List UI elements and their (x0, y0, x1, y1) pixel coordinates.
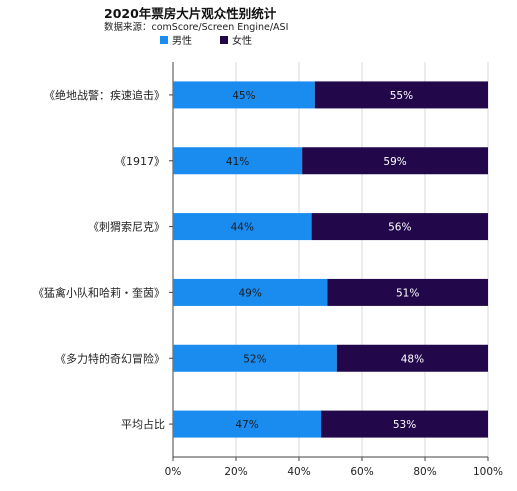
bar-female (321, 410, 488, 438)
legend-label-male: 男性 (172, 36, 192, 47)
legend-item-male: 男性 (160, 32, 192, 47)
chart-title: 2020年票房大片观众性别统计 (104, 6, 277, 21)
data-label: 53% (393, 419, 416, 431)
bar-female (302, 147, 488, 175)
x-tick-label: 0% (165, 466, 182, 478)
chart-subtitle: 数据来源：comScore/Screen Engine/ASI (104, 22, 289, 33)
bar-male (173, 410, 322, 438)
legend-swatch-female (220, 35, 228, 44)
legend-item-female: 女性 (220, 32, 252, 47)
data-label: 45% (232, 90, 255, 102)
data-label: 55% (390, 90, 413, 102)
bar-female (327, 278, 488, 306)
x-tick-label: 40% (287, 466, 310, 478)
bar-male (173, 81, 315, 109)
x-tick-label: 20% (224, 466, 247, 478)
legend-label-female: 女性 (232, 36, 252, 47)
category-label: 《刺猬索尼克》 (88, 220, 165, 234)
category-label: 《猛禽小队和哈莉・奎茵》 (33, 285, 165, 299)
data-label: 59% (383, 156, 406, 168)
data-label: 48% (401, 353, 424, 365)
data-label: 44% (231, 222, 254, 234)
x-tick-label: 80% (413, 466, 436, 478)
x-tick-label: 60% (350, 466, 373, 478)
category-label: 《绝地战警：疾速追击》 (44, 88, 165, 102)
legend-swatch-male (160, 35, 168, 44)
data-label: 47% (235, 419, 258, 431)
category-label: 平均占比 (121, 417, 165, 431)
bar-female (314, 81, 488, 109)
x-tick-label: 100% (473, 466, 503, 478)
bar-male (173, 344, 337, 372)
bar-male (173, 213, 312, 241)
bar-female (311, 213, 488, 241)
data-label: 49% (239, 287, 262, 299)
data-label: 56% (388, 222, 411, 234)
category-label: 《1917》 (115, 155, 165, 168)
legend: 男性 女性 (160, 32, 252, 47)
bar-male (173, 278, 328, 306)
data-label: 41% (226, 156, 249, 168)
bar-female (336, 344, 488, 372)
data-label: 51% (396, 287, 419, 299)
data-label: 52% (243, 353, 266, 365)
bar-male (173, 147, 303, 175)
category-label: 《多力特的奇幻冒险》 (55, 351, 165, 365)
